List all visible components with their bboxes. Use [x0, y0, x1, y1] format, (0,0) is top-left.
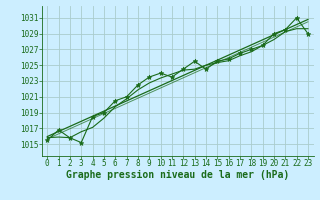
X-axis label: Graphe pression niveau de la mer (hPa): Graphe pression niveau de la mer (hPa)	[66, 170, 289, 180]
